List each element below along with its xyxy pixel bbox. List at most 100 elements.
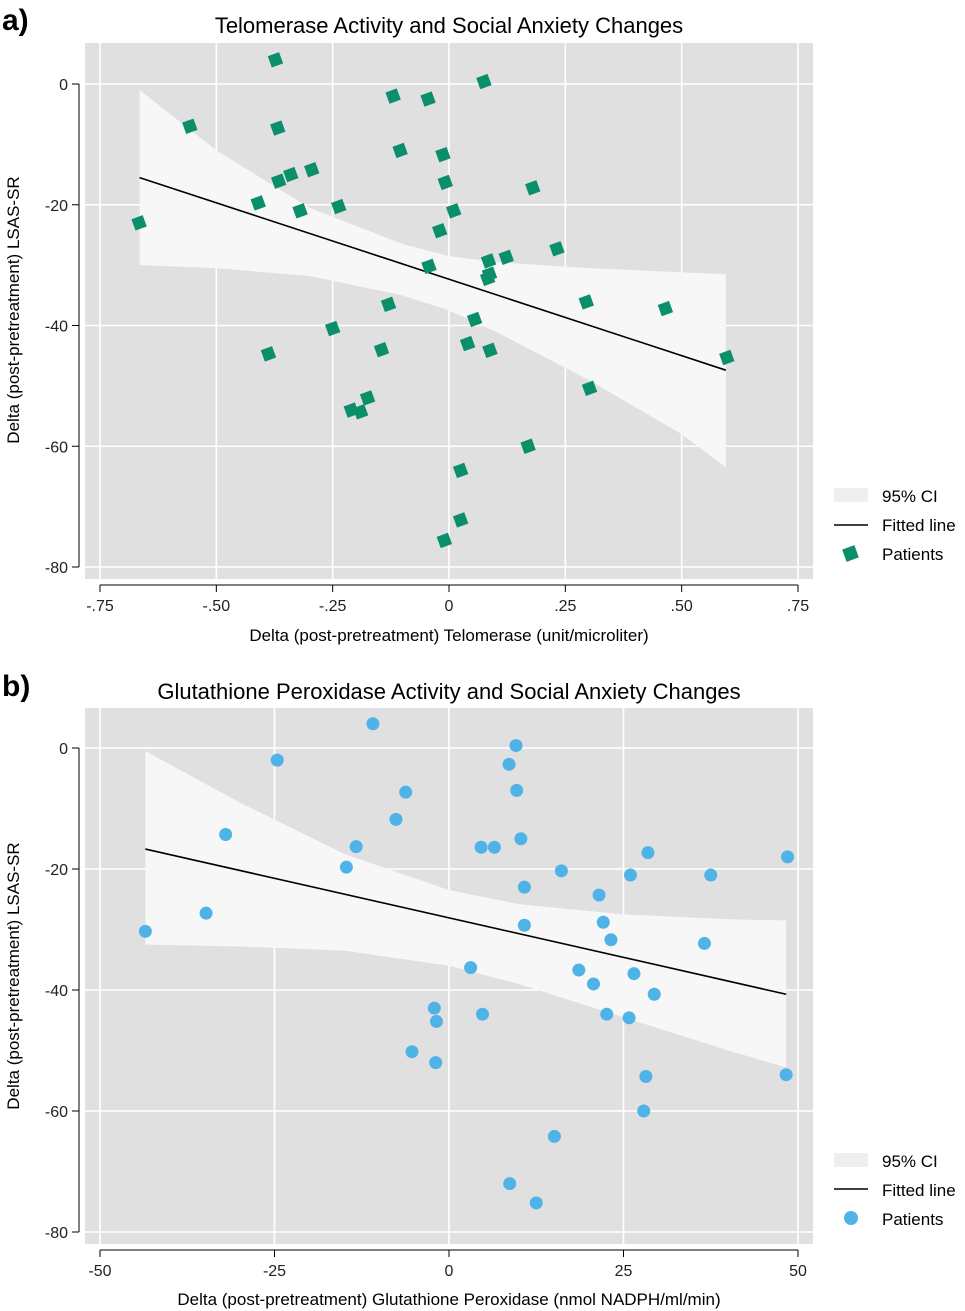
panel-b-legend: 95% CI Fitted line Patients bbox=[834, 1152, 956, 1229]
panel-b-y-axis: 0 -20 -40 -60 -80 bbox=[45, 741, 80, 1242]
panel-b-legend-points-swatch bbox=[844, 1211, 858, 1225]
panel-a-legend-points-label: Patients bbox=[882, 545, 943, 564]
panel-a-point-33 bbox=[481, 266, 498, 282]
panel-a-point-23 bbox=[436, 532, 453, 549]
panel-b-x-tick-label-0: -50 bbox=[88, 1263, 111, 1280]
panel-a-x-tick-label-4: .25 bbox=[554, 598, 576, 615]
panel-a-point-41 bbox=[657, 300, 674, 317]
panel-b-y-tick-label-2: -40 bbox=[45, 983, 68, 1000]
panel-a-point-24 bbox=[437, 174, 453, 191]
panel-a-point-13 bbox=[352, 404, 369, 420]
panel-a-fitted-line bbox=[139, 176, 727, 371]
panel-a-x-axis: -.75 -.50 -.25 0 .25 .50 .75 bbox=[86, 584, 809, 615]
panel-a-point-5 bbox=[270, 120, 286, 136]
panel-b-point-30 bbox=[596, 915, 610, 929]
panel-a-point-27 bbox=[452, 512, 469, 528]
panel-a-x-tick-label-6: .75 bbox=[787, 598, 809, 615]
panel-b-point-28 bbox=[586, 977, 600, 991]
panel-b-point-4 bbox=[339, 860, 353, 874]
panel-a-y-tick-label-4: -80 bbox=[45, 560, 68, 577]
panel-a-legend: 95% CI Fitted line Patients bbox=[834, 487, 956, 564]
panel-a-point-0 bbox=[131, 215, 147, 231]
panel-b-point-41 bbox=[704, 868, 718, 882]
panel-b-point-18 bbox=[503, 1177, 517, 1191]
panel-a-point-19 bbox=[420, 91, 436, 107]
panel-a-x-tick-label-5: .50 bbox=[671, 598, 693, 615]
panel-a-point-38 bbox=[549, 241, 565, 257]
panel-a-point-20 bbox=[421, 258, 437, 275]
panel-b-point-25 bbox=[547, 1129, 561, 1143]
panel-a-point-32 bbox=[480, 253, 497, 269]
panel-a-point-4 bbox=[267, 52, 284, 68]
panel-b-x-axis-label: Delta (post-pretreatment) Glutathione Pe… bbox=[177, 1290, 720, 1309]
panel-a-point-39 bbox=[578, 294, 594, 310]
panel-b-point-32 bbox=[604, 933, 618, 947]
panel-a-point-25 bbox=[445, 203, 462, 219]
panel-a-y-tick-label-0: 0 bbox=[59, 77, 68, 94]
panel-a-x-tick-label-1: -.50 bbox=[203, 598, 231, 615]
panel-a-point-37 bbox=[525, 180, 541, 196]
panel-a-x-tick-label-3: 0 bbox=[445, 598, 454, 615]
panel-a-point-15 bbox=[373, 341, 390, 358]
panel-b-y-tick-label-4: -80 bbox=[45, 1225, 68, 1242]
panel-b-point-29 bbox=[592, 888, 606, 902]
panel-b-y-tick-label-0: 0 bbox=[59, 741, 68, 758]
panel-b: b) Glutathione Peroxidase Activity and S… bbox=[2, 670, 956, 1309]
panel-b-point-0 bbox=[138, 924, 152, 938]
panel-b-point-15 bbox=[476, 1007, 490, 1021]
panel-a-point-3 bbox=[260, 346, 277, 362]
panel-b-point-12 bbox=[429, 1014, 443, 1028]
panel-b-legend-fit-label: Fitted line bbox=[882, 1181, 956, 1200]
panel-a-point-6 bbox=[270, 173, 287, 189]
panel-a-legend-ci-label: 95% CI bbox=[882, 487, 938, 506]
panel-a-title: Telomerase Activity and Social Anxiety C… bbox=[215, 13, 683, 38]
panel-b-point-21 bbox=[514, 832, 528, 846]
panel-b-point-33 bbox=[622, 1011, 636, 1025]
panel-b-point-23 bbox=[517, 918, 531, 932]
panel-a-point-14 bbox=[359, 390, 376, 406]
panel-b-legend-points-label: Patients bbox=[882, 1210, 943, 1229]
panel-a-point-11 bbox=[331, 198, 347, 215]
panel-a-fitted-line-group bbox=[139, 176, 727, 371]
panel-a-x-axis-label: Delta (post-pretreatment) Telomerase (un… bbox=[249, 626, 648, 645]
panel-b-x-tick-label-4: 50 bbox=[789, 1263, 807, 1280]
panel-b-x-tick-label-1: -25 bbox=[263, 1263, 286, 1280]
panel-a-legend-ci-swatch bbox=[834, 488, 868, 502]
panel-a-point-17 bbox=[385, 88, 401, 104]
panel-b-point-9 bbox=[405, 1045, 419, 1059]
panel-b-fitted-line-group bbox=[145, 848, 787, 996]
panel-b-x-axis: -50 -25 0 25 50 bbox=[88, 1249, 807, 1280]
panel-a-point-26 bbox=[452, 462, 469, 479]
panel-a-point-30 bbox=[476, 73, 492, 90]
panel-b-legend-ci-label: 95% CI bbox=[882, 1152, 938, 1171]
panel-b-point-11 bbox=[429, 1056, 443, 1070]
panel-a-x-tick-label-2: -.25 bbox=[319, 598, 347, 615]
panel-b-point-5 bbox=[349, 840, 363, 854]
panel-a-y-tick-label-1: -20 bbox=[45, 198, 68, 215]
panel-b-point-36 bbox=[637, 1104, 651, 1118]
panel-b-point-38 bbox=[641, 846, 655, 860]
panel-a-y-tick-label-2: -40 bbox=[45, 319, 68, 336]
panel-a-point-8 bbox=[292, 203, 308, 219]
panel-b-ci-band-group bbox=[145, 751, 787, 1068]
panel-b-point-16 bbox=[487, 840, 501, 854]
panel-a-label: a) bbox=[2, 4, 29, 37]
panel-b-x-tick-label-3: 25 bbox=[615, 1263, 633, 1280]
panel-b-y-axis-label: Delta (post-pretreatment) LSAS-SR bbox=[4, 842, 23, 1109]
panel-b-point-39 bbox=[647, 987, 661, 1001]
panel-a-point-34 bbox=[482, 342, 498, 358]
panel-b-point-22 bbox=[517, 880, 531, 894]
panel-a-point-1 bbox=[182, 118, 198, 134]
panel-b-title: Glutathione Peroxidase Activity and Soci… bbox=[157, 679, 740, 704]
panel-b-point-26 bbox=[554, 864, 568, 878]
panel-b-point-3 bbox=[270, 753, 284, 767]
panel-a-point-29 bbox=[466, 311, 483, 328]
panel-a-legend-fit-label: Fitted line bbox=[882, 516, 956, 535]
panel-b-point-31 bbox=[600, 1007, 614, 1021]
panel-a-y-axis: 0 -20 -40 -60 -80 bbox=[45, 77, 80, 577]
panel-a-point-28 bbox=[459, 335, 476, 352]
panel-b-legend-ci-swatch bbox=[834, 1153, 868, 1167]
panel-a-x-tick-label-0: -.75 bbox=[86, 598, 114, 615]
panel-b-point-19 bbox=[509, 739, 523, 753]
panel-b-point-1 bbox=[199, 906, 213, 920]
